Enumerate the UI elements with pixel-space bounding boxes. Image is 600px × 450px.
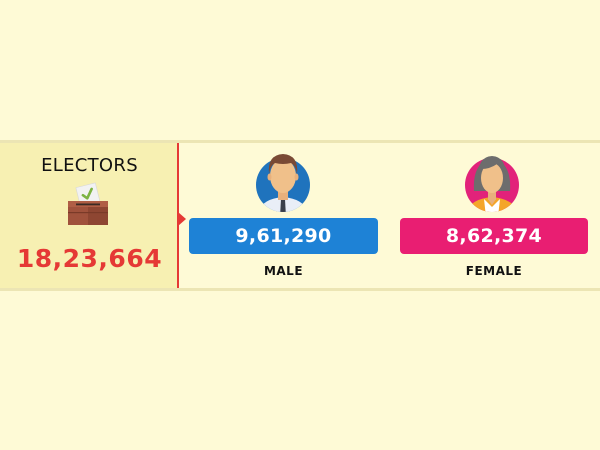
male-avatar-icon xyxy=(256,154,310,212)
electors-total: 18,23,664 xyxy=(16,244,163,273)
female-label: FEMALE xyxy=(465,264,523,278)
male-count-button[interactable]: 9,61,290 xyxy=(189,218,378,254)
ballot-box-icon xyxy=(68,182,108,225)
male-label: MALE xyxy=(263,264,304,278)
electors-title: ELECTORS xyxy=(41,155,138,176)
female-count-button[interactable]: 8,62,374 xyxy=(400,218,588,254)
electors-panel: ELECTORS 18,23,664 xyxy=(0,143,179,288)
electors-summary-strip: ELECTORS 18,23,664 xyxy=(0,140,600,291)
female-avatar-icon xyxy=(465,156,519,212)
pointer-arrow-icon xyxy=(178,212,186,226)
